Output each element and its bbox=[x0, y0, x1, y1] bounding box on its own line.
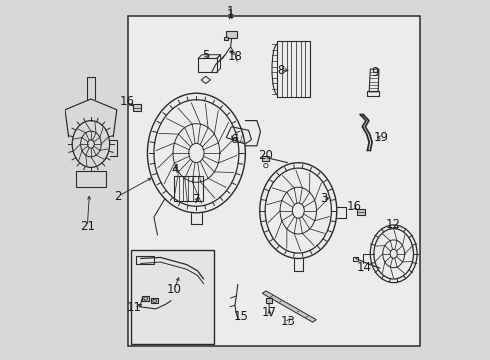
Bar bbox=[262, 156, 270, 161]
Bar bbox=[131, 250, 215, 344]
Text: 7: 7 bbox=[193, 193, 200, 206]
Text: 18: 18 bbox=[227, 50, 243, 63]
Text: 16: 16 bbox=[120, 95, 134, 108]
Text: 6: 6 bbox=[230, 133, 237, 146]
Text: 3: 3 bbox=[320, 192, 327, 204]
Bar bbox=[266, 298, 272, 303]
Text: 12: 12 bbox=[386, 219, 401, 231]
Text: 5: 5 bbox=[202, 49, 210, 62]
Text: 21: 21 bbox=[80, 220, 95, 233]
Text: 14: 14 bbox=[357, 261, 372, 274]
Text: 15: 15 bbox=[233, 310, 248, 323]
Text: 2: 2 bbox=[115, 190, 122, 203]
Bar bbox=[357, 209, 365, 215]
Text: 20: 20 bbox=[258, 149, 273, 162]
Bar bbox=[151, 298, 158, 303]
Text: 1: 1 bbox=[227, 5, 234, 18]
Bar bbox=[174, 176, 202, 201]
Bar bbox=[198, 58, 217, 72]
Text: 16: 16 bbox=[346, 201, 361, 213]
Text: 17: 17 bbox=[262, 306, 277, 319]
Bar bbox=[226, 31, 237, 38]
Text: 1: 1 bbox=[227, 8, 234, 21]
Bar bbox=[277, 41, 310, 97]
Bar bbox=[224, 37, 228, 40]
Text: 9: 9 bbox=[371, 66, 379, 78]
Bar bbox=[353, 257, 358, 261]
Bar bbox=[133, 104, 141, 111]
Text: 8: 8 bbox=[277, 64, 285, 77]
Bar bbox=[76, 171, 106, 187]
Text: 11: 11 bbox=[126, 301, 142, 314]
Bar bbox=[143, 296, 149, 301]
Text: 10: 10 bbox=[166, 283, 181, 296]
Bar bbox=[136, 256, 154, 264]
Text: 19: 19 bbox=[373, 131, 389, 144]
Text: 13: 13 bbox=[281, 315, 295, 328]
Bar bbox=[128, 16, 419, 346]
Bar bbox=[368, 91, 379, 96]
Polygon shape bbox=[262, 291, 316, 322]
Text: 4: 4 bbox=[171, 163, 178, 176]
